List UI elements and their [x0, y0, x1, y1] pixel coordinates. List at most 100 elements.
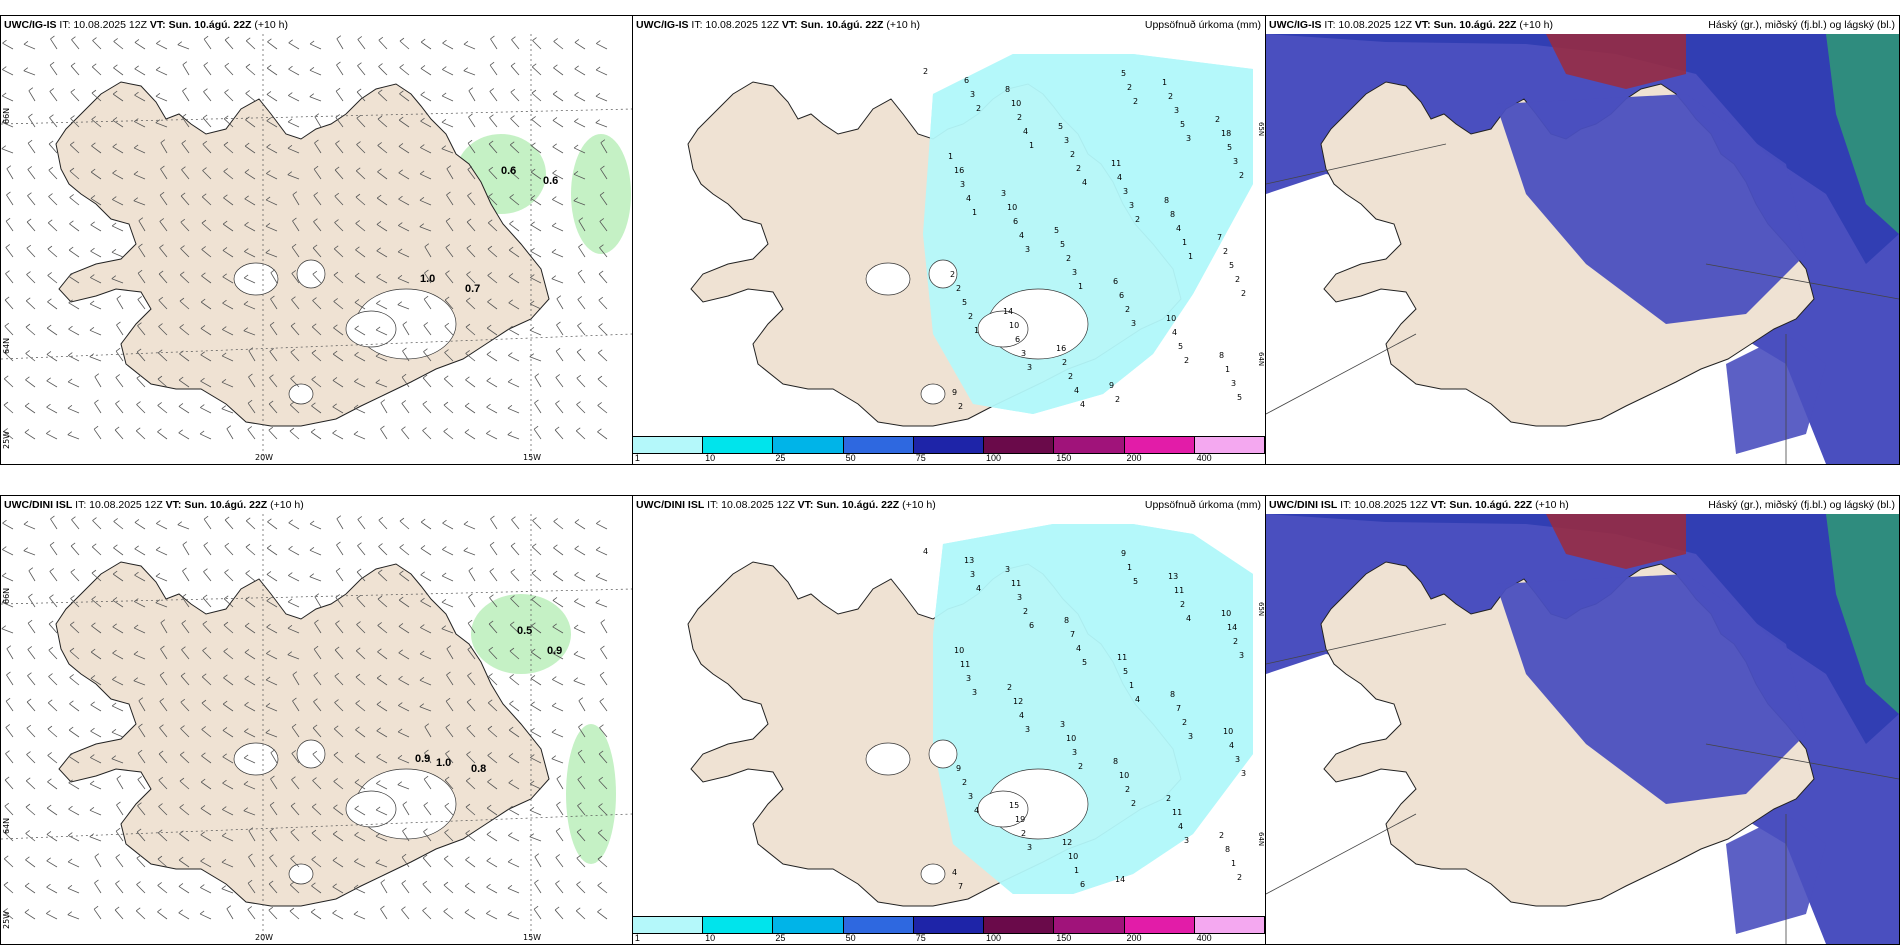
wind-barb — [158, 750, 168, 764]
wind-barb — [269, 801, 278, 816]
colorbar-label: 10 — [705, 453, 716, 463]
wind-barb — [574, 571, 586, 582]
wind-barb — [334, 166, 344, 180]
precip-value: 3 — [1064, 136, 1069, 145]
wind-barb — [467, 646, 476, 660]
wind-barb — [309, 573, 322, 582]
wind-barb — [291, 296, 300, 310]
latitude-label: 25W — [2, 911, 11, 929]
wind-barb — [376, 247, 388, 258]
wind-barb — [91, 543, 102, 556]
precip-value: 8 — [1164, 196, 1169, 205]
wind-barb — [137, 749, 146, 764]
precip-value: 5 — [1060, 240, 1065, 249]
wind-barb — [553, 64, 564, 76]
wind-barb — [266, 544, 278, 556]
latitude-label: 64N — [2, 818, 11, 834]
wind-barb — [422, 427, 432, 440]
longitude-label: 15W — [523, 453, 541, 462]
wind-barb — [600, 619, 608, 634]
rain-rate-label: 0.7 — [465, 283, 480, 295]
wind-barb — [112, 143, 124, 154]
wind-barb — [137, 322, 146, 336]
wind-barb — [441, 625, 454, 634]
wind-barb — [71, 516, 80, 530]
precip-value: 4 — [966, 194, 971, 203]
wind-barb — [93, 425, 102, 440]
wind-barb — [159, 724, 168, 738]
colorbar-label: 25 — [775, 933, 786, 943]
precip-value: 16 — [1056, 344, 1066, 353]
wind-barb — [157, 829, 168, 842]
wind-barb — [158, 323, 168, 336]
wind-barb — [354, 378, 366, 388]
wind-barb — [533, 425, 542, 440]
wind-barb — [221, 405, 234, 414]
precip-value: 3 — [1235, 755, 1240, 764]
wind-barb — [243, 300, 256, 310]
precip-map: 4465433436543332232324123321122343241133… — [633, 514, 1265, 916]
wind-barb — [552, 649, 564, 660]
precip-value: 6 — [1013, 217, 1018, 226]
wind-barb — [423, 828, 432, 842]
precip-colorbar: 1 10 25 50 75 100 150 200 400 — [633, 916, 1265, 944]
wind-barb — [490, 515, 498, 530]
wind-barb — [553, 518, 564, 530]
wind-barb — [47, 272, 58, 284]
precip-value: 4 — [1117, 173, 1122, 182]
precip-value: 4 — [1176, 224, 1181, 233]
wind-barb — [222, 273, 234, 284]
wind-barb — [111, 275, 124, 284]
wind-barb — [311, 803, 322, 816]
wind-barb — [203, 62, 212, 76]
wind-barb — [270, 295, 278, 310]
wind-barb — [376, 780, 388, 790]
wind-barb — [534, 399, 542, 414]
projection-line — [1705, 743, 1899, 780]
wind-barb — [445, 217, 454, 232]
wind-barb — [90, 195, 102, 206]
precip-value: 2 — [1184, 356, 1189, 365]
precip-value: 6 — [1119, 291, 1124, 300]
precip-value: 4 — [1080, 400, 1085, 409]
wind-barb — [200, 377, 212, 388]
wind-barb — [574, 91, 586, 102]
panel-precip-bottom: UWC/DINI ISL IT: 10.08.2025 12Z VT: Sun.… — [632, 495, 1266, 945]
precip-value: 4 — [923, 547, 928, 556]
precip-value: 3 — [970, 570, 975, 579]
wind-barb — [422, 854, 432, 868]
wind-barb — [69, 674, 80, 686]
colorbar-label: 200 — [1126, 933, 1142, 943]
wind-barb — [332, 429, 344, 440]
rain-rate-area — [471, 594, 571, 674]
wind-barb — [356, 114, 366, 128]
wind-barb — [399, 90, 410, 102]
wind-barb — [49, 541, 58, 556]
wind-barb — [287, 651, 300, 660]
wind-barb — [336, 61, 344, 76]
colorbar-swatches — [633, 436, 1265, 454]
wind-barb — [134, 519, 146, 530]
wind-barb — [333, 324, 344, 336]
wind-barb — [134, 598, 146, 608]
wind-barb — [133, 197, 146, 206]
wind-barb — [3, 375, 14, 388]
wind-barb — [445, 244, 454, 258]
wind-barb — [244, 649, 256, 660]
wind-barb — [356, 568, 366, 582]
precip-value: 4 — [1019, 711, 1024, 720]
wind-barb — [573, 144, 586, 154]
wind-barb — [333, 778, 344, 790]
wind-barb — [419, 196, 432, 206]
wind-barb — [466, 698, 476, 712]
wind-barb — [4, 802, 14, 816]
wind-barb — [442, 39, 454, 50]
wind-barb — [463, 40, 476, 50]
wind-barb — [155, 572, 168, 582]
precip-value: 3 — [970, 90, 975, 99]
wind-barb — [69, 167, 80, 180]
wind-barb — [466, 244, 476, 258]
wind-barb — [531, 116, 542, 128]
wind-barb — [380, 879, 388, 894]
precip-value: 2 — [1021, 829, 1026, 838]
